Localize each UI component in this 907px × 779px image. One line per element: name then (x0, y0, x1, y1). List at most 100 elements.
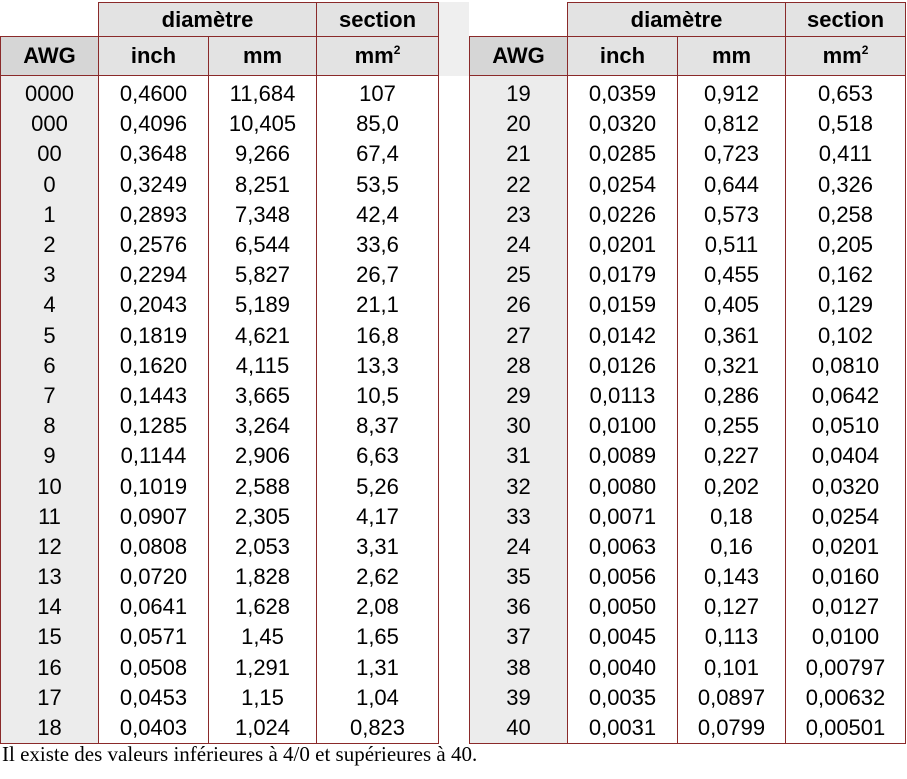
mm-cell: 0,321 (677, 350, 786, 381)
awg-table-right: diamètre section AWG inch mm mm2 19 0,035… (469, 2, 906, 745)
inch-cell: 0,0508 (98, 652, 209, 683)
inch-cell: 0,0126 (567, 350, 678, 381)
header-awg: AWG (0, 36, 99, 76)
section-cell: 67,4 (316, 139, 439, 170)
table-row: 0000 0,4600 11,684 107 (0, 75, 439, 110)
inch-cell: 0,0089 (567, 441, 678, 472)
inch-cell: 0,2294 (98, 260, 209, 291)
section-cell: 2,08 (316, 592, 439, 623)
section-cell: 0,0320 (785, 471, 906, 502)
mm-cell: 0,405 (677, 290, 786, 321)
mm-cell: 7,348 (208, 199, 317, 230)
inch-cell: 0,0040 (567, 652, 678, 683)
section-cell: 0,162 (785, 260, 906, 291)
inch-cell: 0,3249 (98, 169, 209, 200)
inch-cell: 0,0080 (567, 471, 678, 502)
awg-cell: 3 (0, 260, 99, 291)
mm-cell: 5,827 (208, 260, 317, 291)
mm-cell: 2,305 (208, 501, 317, 532)
awg-cell: 11 (0, 501, 99, 532)
inch-cell: 0,0031 (567, 712, 678, 745)
section-cell: 107 (316, 75, 439, 110)
header-blank (0, 2, 99, 37)
table-row: 15 0,0571 1,45 1,65 (0, 622, 439, 653)
section-cell: 0,00797 (785, 652, 906, 683)
table-row: 0 0,3249 8,251 53,5 (0, 169, 439, 200)
header-section: section (785, 2, 906, 37)
section-cell: 0,518 (785, 109, 906, 140)
inch-cell: 0,1285 (98, 411, 209, 442)
awg-cell: 17 (0, 682, 99, 713)
inch-cell: 0,4096 (98, 109, 209, 140)
section-cell: 0,0100 (785, 622, 906, 653)
mm-cell: 0,0799 (677, 712, 786, 745)
inch-cell: 0,0056 (567, 562, 678, 593)
section-cell: 0,411 (785, 139, 906, 170)
awg-cell: 0000 (0, 75, 99, 110)
table-row: 2 0,2576 6,544 33,6 (0, 229, 439, 261)
section-cell: 0,0810 (785, 350, 906, 381)
inch-cell: 0,2043 (98, 290, 209, 321)
section-cell: 1,04 (316, 682, 439, 713)
awg-cell: 2 (0, 229, 99, 261)
table-row: 6 0,1620 4,115 13,3 (0, 350, 439, 381)
inch-cell: 0,0285 (567, 139, 678, 170)
section-cell: 0,258 (785, 199, 906, 230)
table-row: 24 0,0063 0,16 0,0201 (469, 531, 906, 562)
table-row: 4 0,2043 5,189 21,1 (0, 290, 439, 321)
section-cell: 42,4 (316, 199, 439, 230)
mm-cell: 0,101 (677, 652, 786, 683)
section-cell: 0,129 (785, 290, 906, 321)
section-cell: 0,205 (785, 229, 906, 261)
table-gap (439, 2, 469, 76)
mm-cell: 0,644 (677, 169, 786, 200)
inch-cell: 0,0045 (567, 622, 678, 653)
awg-cell: 29 (469, 380, 568, 412)
section-cell: 4,17 (316, 501, 439, 532)
inch-cell: 0,0179 (567, 260, 678, 291)
table-row: 35 0,0056 0,143 0,0160 (469, 562, 906, 593)
awg-cell: 30 (469, 411, 568, 442)
mm-cell: 2,906 (208, 441, 317, 472)
inch-cell: 0,0226 (567, 199, 678, 230)
mm-cell: 1,45 (208, 622, 317, 653)
header-inch: inch (567, 36, 678, 76)
awg-cell: 15 (0, 622, 99, 653)
mm-cell: 0,127 (677, 592, 786, 623)
section-cell: 0,0127 (785, 592, 906, 623)
awg-cell: 18 (0, 712, 99, 745)
section-cell: 2,62 (316, 562, 439, 593)
inch-cell: 0,0100 (567, 411, 678, 442)
section-cell: 26,7 (316, 260, 439, 291)
inch-cell: 0,1443 (98, 380, 209, 412)
section-cell: 0,0160 (785, 562, 906, 593)
mm-cell: 0,18 (677, 501, 786, 532)
inch-cell: 0,0035 (567, 682, 678, 713)
inch-cell: 0,1819 (98, 320, 209, 351)
table-row: 000 0,4096 10,405 85,0 (0, 109, 439, 140)
mm-cell: 0,227 (677, 441, 786, 472)
mm-cell: 6,544 (208, 229, 317, 261)
table-row: 25 0,0179 0,455 0,162 (469, 260, 906, 291)
awg-cell: 8 (0, 411, 99, 442)
table-row: 9 0,1144 2,906 6,63 (0, 441, 439, 472)
header-mm2-exponent: 2 (393, 43, 401, 57)
section-cell: 21,1 (316, 290, 439, 321)
section-cell: 8,37 (316, 411, 439, 442)
awg-cell: 5 (0, 320, 99, 351)
header-mm2: mm2 (785, 36, 906, 76)
table-row: 20 0,0320 0,812 0,518 (469, 109, 906, 140)
mm-cell: 0,255 (677, 411, 786, 442)
mm-cell: 3,665 (208, 380, 317, 412)
awg-document: diamètre section AWG inch mm mm2 0000 0,4… (0, 2, 907, 745)
section-cell: 0,326 (785, 169, 906, 200)
header-mm2-base: mm (822, 43, 862, 68)
inch-cell: 0,2576 (98, 229, 209, 261)
inch-cell: 0,2893 (98, 199, 209, 230)
section-cell: 10,5 (316, 380, 439, 412)
table-row: 16 0,0508 1,291 1,31 (0, 652, 439, 683)
inch-cell: 0,0113 (567, 380, 678, 412)
section-cell: 0,00632 (785, 682, 906, 713)
mm-cell: 0,912 (677, 75, 786, 110)
table-row: 18 0,0403 1,024 0,823 (0, 712, 439, 745)
